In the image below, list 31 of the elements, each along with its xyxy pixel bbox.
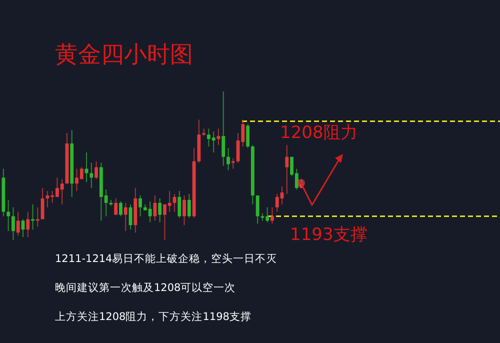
candlestick — [231, 158, 235, 170]
candlestick — [40, 188, 44, 220]
candlestick — [153, 194, 157, 222]
ref-line-label: 1193支撑 — [290, 225, 368, 246]
candlestick — [158, 198, 162, 223]
text: 晚间建议第一次触及1208可以空一次 — [55, 281, 236, 294]
candlestick — [114, 198, 118, 216]
candlestick — [222, 91, 226, 166]
candlestick — [90, 162, 94, 189]
candlestick — [26, 211, 30, 238]
candlestick — [178, 190, 182, 218]
candlestick — [246, 124, 250, 148]
candlestick — [12, 206, 15, 240]
candlestick — [124, 202, 128, 232]
candlestick — [36, 206, 40, 228]
chart-title: 黄金四小时图 — [55, 42, 193, 68]
candlestick — [31, 204, 34, 230]
candlestick — [138, 194, 142, 217]
candlestick — [285, 144, 289, 194]
candlestick — [182, 194, 186, 226]
candlestick — [16, 211, 20, 236]
text: 1211-1214易日不能上破企稳，空头一日不灭 — [55, 252, 278, 265]
candlestick — [94, 160, 98, 180]
candlestick — [226, 147, 230, 171]
candlestick — [187, 193, 191, 218]
candlestick — [6, 199, 10, 232]
text: 上方关注1208阻力，下方关注1198支撑 — [55, 310, 252, 323]
candlestick — [256, 194, 260, 224]
candlestick — [270, 206, 274, 224]
ref-line-label: 1208阻力 — [280, 123, 358, 144]
candlestick — [119, 200, 122, 217]
